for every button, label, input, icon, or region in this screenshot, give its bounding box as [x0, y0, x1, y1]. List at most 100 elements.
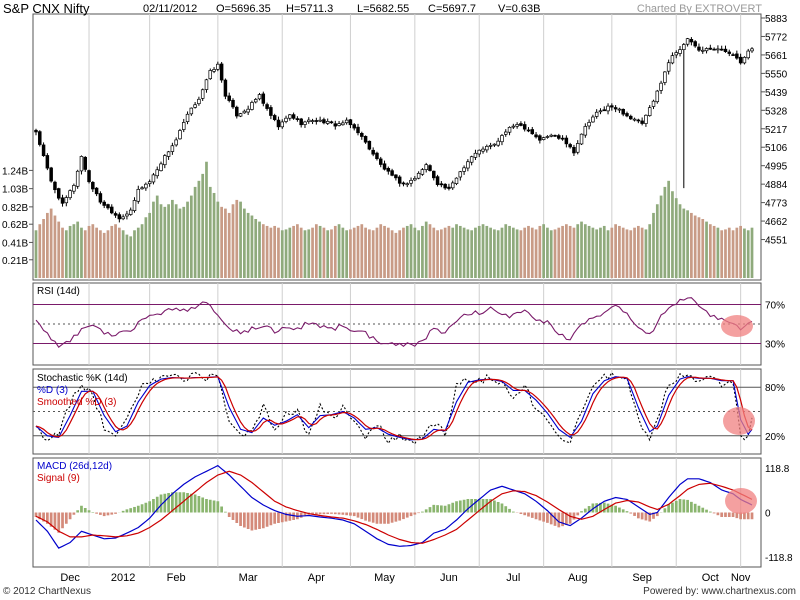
- candle: [386, 166, 391, 175]
- macd-histogram-bar: [523, 512, 527, 516]
- candle: [269, 105, 273, 120]
- volume-bar: [693, 215, 697, 278]
- candle: [742, 56, 747, 65]
- candle: [594, 109, 599, 119]
- volume-bar: [364, 227, 367, 278]
- candle: [704, 47, 709, 54]
- macd-histogram-bar: [504, 506, 508, 513]
- macd-histogram-bar: [269, 512, 273, 526]
- macd-histogram-bar: [34, 512, 38, 517]
- stochastic-title: Stochastic %K (14d): [37, 373, 128, 384]
- candle: [416, 171, 421, 180]
- candle: [735, 50, 739, 60]
- volume-bar: [398, 230, 402, 278]
- macd-histogram-bar: [640, 512, 644, 520]
- macd-histogram-bar: [102, 512, 106, 517]
- macd-histogram-bar: [72, 512, 76, 515]
- volume-bar: [743, 228, 746, 278]
- macd-histogram-bar: [356, 512, 360, 518]
- volume-bar: [432, 227, 436, 278]
- candle: [560, 135, 565, 141]
- volume-bar: [485, 225, 489, 278]
- candle: [344, 117, 349, 125]
- candle: [159, 161, 163, 172]
- candle: [439, 181, 444, 188]
- candle: [545, 135, 550, 139]
- macd-title: MACD (26d,12d): [37, 461, 112, 472]
- candle: [288, 114, 292, 121]
- volume-bar: [447, 225, 451, 278]
- macd-histogram-bar: [193, 494, 197, 513]
- candle: [488, 142, 493, 150]
- macd-histogram-bar: [220, 506, 223, 513]
- volume-bar: [314, 224, 318, 278]
- macd-histogram: [34, 492, 754, 533]
- macd-histogram-bar: [455, 501, 458, 513]
- macd-histogram-bar: [375, 512, 379, 524]
- candle: [106, 203, 110, 210]
- volume-bar: [678, 204, 682, 278]
- candle: [98, 191, 103, 205]
- macd-histogram-bar: [277, 512, 280, 523]
- volume-bar: [439, 229, 443, 278]
- volume-bar: [504, 224, 508, 278]
- macd-histogram-bar: [394, 512, 398, 522]
- candle: [568, 142, 572, 149]
- macd-histogram-bar: [678, 499, 682, 513]
- candle: [83, 156, 87, 172]
- macd-histogram-bar: [61, 512, 64, 529]
- volume-bar: [489, 227, 492, 278]
- volume-bar: [599, 227, 602, 278]
- macd-histogram-bar: [57, 512, 61, 533]
- candle: [235, 105, 239, 119]
- price-tick-label: 5772: [765, 32, 788, 43]
- rsi-tick-label: 30%: [765, 340, 785, 351]
- volume-bar: [636, 225, 640, 278]
- candle: [227, 92, 231, 103]
- candle: [606, 103, 610, 115]
- macd-histogram-bar: [379, 512, 383, 524]
- price-tick-label: 4995: [765, 162, 788, 173]
- candle: [504, 129, 508, 137]
- macd-histogram-bar: [155, 496, 159, 513]
- chart-title: S&P CNX Nifty: [3, 1, 90, 16]
- macd-histogram-bar: [496, 502, 500, 513]
- volume-bar: [114, 224, 117, 278]
- volume-bar: [53, 215, 57, 278]
- price-tick-label: 5328: [765, 106, 788, 117]
- macd-histogram-bar: [288, 512, 292, 521]
- candle: [613, 105, 618, 113]
- candle: [291, 112, 296, 120]
- volume-bar: [235, 199, 239, 278]
- candle: [454, 177, 459, 186]
- macd-histogram-bar: [265, 512, 269, 527]
- macd-histogram-bar: [318, 512, 322, 515]
- volume-bar: [318, 225, 322, 278]
- macd-histogram-bar: [110, 512, 114, 515]
- volume-bar: [197, 180, 201, 278]
- volume-bar: [477, 225, 481, 278]
- candle: [409, 177, 413, 187]
- volume-bar: [144, 217, 148, 278]
- candle: [352, 123, 356, 131]
- macd-histogram-bar: [413, 512, 417, 515]
- macd-histogram-bar: [250, 512, 254, 531]
- macd-histogram-bar: [527, 512, 530, 517]
- quote-date: 02/11/2012: [143, 3, 198, 15]
- macd-histogram-bar: [349, 512, 352, 516]
- volume-bar: [269, 227, 273, 278]
- macd-histogram-bar: [568, 512, 572, 524]
- volume-bar: [674, 198, 678, 278]
- macd-histogram-bar: [477, 499, 481, 513]
- macd-histogram-bar: [610, 504, 614, 513]
- macd-histogram-bar: [178, 492, 182, 513]
- macd-histogram-bar: [705, 509, 708, 513]
- price-tick-label: 5106: [765, 143, 788, 154]
- candle: [394, 174, 398, 181]
- stochastic-k-line: [35, 371, 753, 445]
- macd-line: [35, 464, 753, 549]
- macd-histogram-bar: [727, 512, 731, 517]
- candle: [91, 181, 95, 193]
- volume-bar: [193, 186, 197, 278]
- rsi-line: [35, 297, 753, 349]
